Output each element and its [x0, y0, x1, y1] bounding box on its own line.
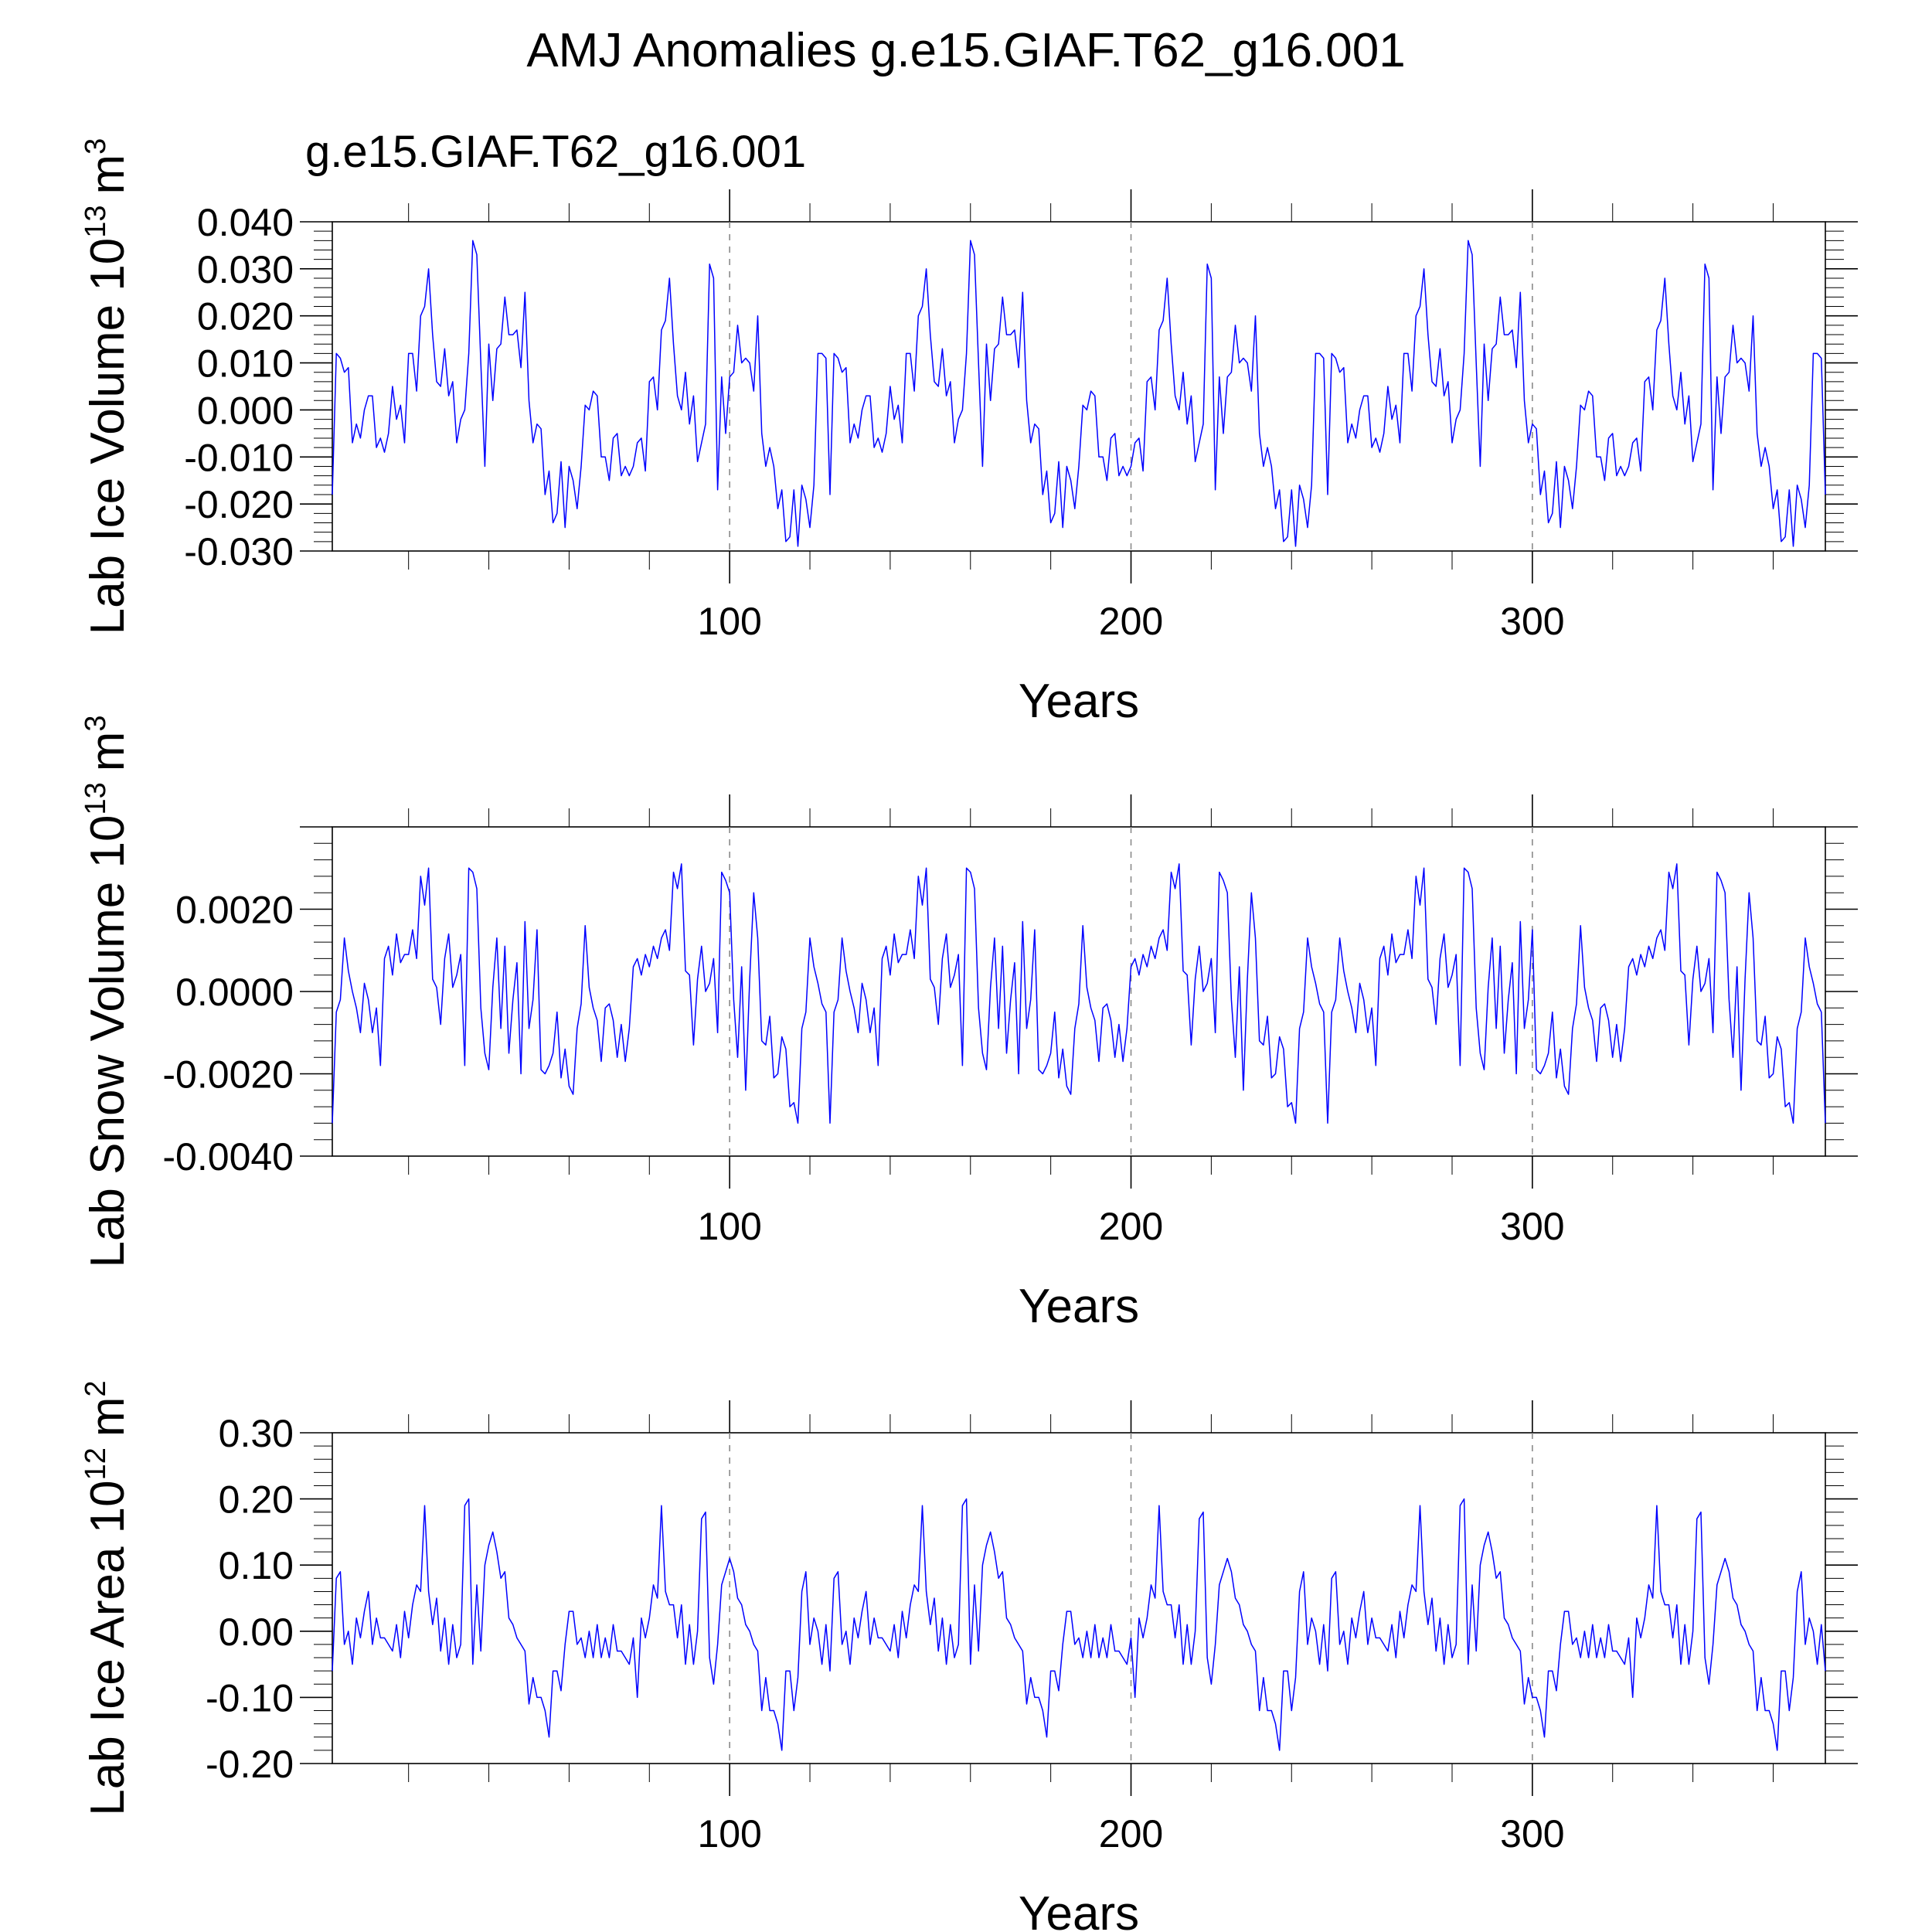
x-axis-label: Years — [1019, 1280, 1139, 1333]
y-tick-label: 0.000 — [197, 389, 294, 432]
y-axis-label-exponent: 13 — [80, 205, 112, 237]
x-ref-lines — [729, 222, 1533, 551]
x-tick-label: 200 — [1099, 1205, 1163, 1248]
plot-frame — [332, 221, 1826, 552]
y-axis-label: Lab Ice Area 1012 m2 — [80, 1380, 134, 1815]
y-tick-label: -0.030 — [184, 530, 294, 573]
series-layer — [332, 1498, 1826, 1751]
x-axis-label: Years — [1019, 1887, 1139, 1932]
y-tick-label: 0.00 — [219, 1611, 294, 1654]
x-ref-lines — [729, 1433, 1533, 1764]
y-tick-label: 0.0020 — [175, 889, 294, 932]
x-ref-lines — [729, 827, 1533, 1156]
figure-title: AMJ Anomalies g.e15.GIAF.T62_g16.001 — [526, 24, 1405, 77]
y-axis-label-unit-exponent: 3 — [80, 715, 112, 731]
y-axis-label: Lab Snow Volume 1013 m3 — [80, 715, 134, 1267]
y-tick-label: 0.20 — [219, 1478, 294, 1522]
y-axis-label-base: Lab Snow Volume 10 — [81, 815, 134, 1268]
y-axis: -0.20 -0.10 0.00 0.10 0.20 0.30 — [206, 1412, 1858, 1786]
series-layer — [332, 240, 1826, 547]
y-axis-label-base: Lab Ice Area 10 — [81, 1480, 134, 1815]
y-axis: -0.030-0.020-0.0100.0000.0100.0200.0300.… — [184, 201, 1858, 573]
y-axis-label-unit-exponent: 2 — [80, 1380, 112, 1396]
series-line-0 — [332, 1498, 1826, 1751]
x-tick-label: 300 — [1500, 1812, 1564, 1855]
y-tick-label: 0.030 — [197, 248, 294, 291]
y-tick-label: 0.010 — [197, 342, 294, 386]
y-tick-label: 0.020 — [197, 295, 294, 338]
y-tick-label: 0.040 — [197, 201, 294, 244]
plot-frame — [332, 1432, 1826, 1764]
x-tick-label: 200 — [1099, 600, 1163, 643]
y-tick-label: 0.10 — [219, 1544, 294, 1587]
x-axis: 100 200 300 — [408, 794, 1774, 1248]
y-axis: -0.0040 -0.0020 0.0000 0.0020 — [162, 826, 1858, 1179]
y-axis-label-unit-exponent: 3 — [80, 138, 112, 155]
y-axis-label-unit: m — [81, 1396, 134, 1437]
x-tick-label: 100 — [697, 1812, 761, 1855]
x-tick-label: 300 — [1500, 1205, 1564, 1248]
y-tick-label: -0.0020 — [162, 1053, 294, 1097]
x-tick-label: 100 — [697, 1205, 761, 1248]
y-axis-label: Lab Ice Volume 1013 m3 — [80, 138, 134, 635]
panel-ice-area: -0.20 -0.10 0.00 0.10 0.20 0.30 100 200 300 Lab… — [80, 1380, 1858, 1932]
figure-subtitle: g.e15.GIAF.T62_g16.001 — [305, 127, 806, 177]
y-tick-label: -0.0040 — [162, 1135, 294, 1179]
y-axis-label-unit: m — [81, 155, 134, 195]
y-tick-label: -0.20 — [206, 1743, 294, 1786]
series-layer — [332, 863, 1826, 1124]
y-axis-label-exponent: 12 — [80, 1447, 112, 1480]
y-axis-label-unit: m — [81, 732, 134, 772]
y-tick-label: 0.30 — [219, 1412, 294, 1455]
series-line-0 — [332, 240, 1826, 547]
y-tick-label: -0.10 — [206, 1676, 294, 1719]
x-axis: 100 200 300 — [408, 1400, 1774, 1855]
x-tick-label: 100 — [697, 600, 761, 643]
panel-ice-volume: -0.030-0.020-0.0100.0000.0100.0200.0300.… — [80, 138, 1858, 728]
y-axis-label-exponent: 13 — [80, 782, 112, 815]
y-tick-label: -0.010 — [184, 436, 294, 479]
panel-snow-volume: -0.0040 -0.0020 0.0000 0.0020 100 200 300 Lab… — [80, 715, 1858, 1333]
x-tick-label: 200 — [1099, 1812, 1163, 1855]
x-axis: 100 200 300 — [408, 189, 1774, 643]
x-axis-label: Years — [1019, 675, 1139, 728]
plot-frame — [332, 826, 1826, 1157]
y-tick-label: 0.0000 — [175, 971, 294, 1014]
x-tick-label: 300 — [1500, 600, 1564, 643]
y-axis-label-base: Lab Ice Volume 10 — [81, 238, 134, 635]
y-tick-label: -0.020 — [184, 483, 294, 526]
series-line-0 — [332, 863, 1826, 1124]
